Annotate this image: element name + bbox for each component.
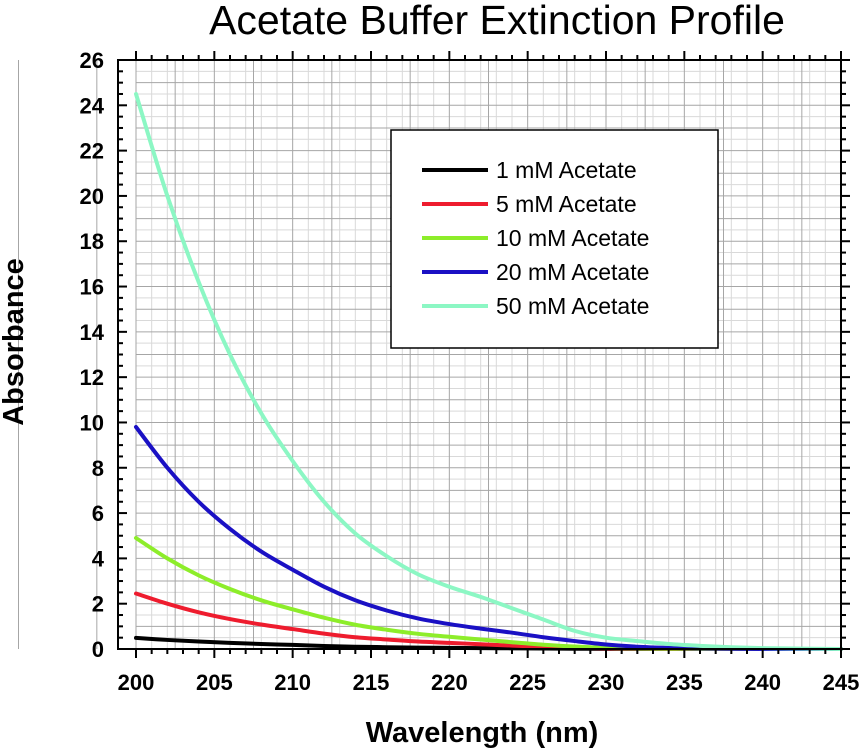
y-tick-label: 26 <box>80 48 104 73</box>
legend-label: 10 mM Acetate <box>496 225 649 251</box>
axis-ticks <box>118 51 850 658</box>
x-tick-label: 245 <box>823 670 860 695</box>
x-tick-label: 205 <box>196 670 233 695</box>
legend-label: 5 mM Acetate <box>496 191 637 217</box>
legend-label: 1 mM Acetate <box>496 157 637 183</box>
x-axis-label: Wavelength (nm) <box>366 717 599 749</box>
legend-items: 1 mM Acetate 5 mM Acetate 10 mM Acetate 20 … <box>422 157 649 319</box>
series-line-5 <box>134 91 843 651</box>
legend: 1 mM Acetate 5 mM Acetate 10 mM Acetate 20 … <box>390 129 719 349</box>
chart-title: Acetate Buffer Extinction Profile <box>209 0 785 43</box>
x-tick-label: 225 <box>509 670 546 695</box>
y-tick-label: 2 <box>92 592 104 617</box>
y-tick-label: 14 <box>80 320 105 345</box>
y-tick-label: 6 <box>92 501 104 526</box>
x-tick-label: 215 <box>353 670 390 695</box>
y-tick-label: 12 <box>80 365 104 390</box>
y-tick-label: 0 <box>92 637 104 662</box>
x-tick-label: 235 <box>666 670 703 695</box>
y-axis-label: Absorbance <box>0 258 30 426</box>
x-tick-label: 230 <box>588 670 625 695</box>
y-tick-label: 22 <box>80 139 104 164</box>
y-tick-label: 20 <box>80 184 104 209</box>
x-tick-label: 200 <box>118 670 155 695</box>
y-tick-label: 18 <box>80 229 104 254</box>
legend-label: 20 mM Acetate <box>496 259 649 285</box>
x-tick-label: 240 <box>744 670 781 695</box>
x-tick-label: 220 <box>431 670 468 695</box>
y-tick-label: 16 <box>80 275 104 300</box>
y-tick-label: 24 <box>80 93 105 118</box>
tick-labels: 200 205 210 215 220 225 230 235 240 2450246810121… <box>80 48 860 695</box>
y-tick-label: 8 <box>92 456 104 481</box>
x-tick-label: 210 <box>274 670 311 695</box>
legend-label: 50 mM Acetate <box>496 293 649 319</box>
y-tick-label: 10 <box>80 410 104 435</box>
legend-box <box>390 129 719 349</box>
y-tick-label: 4 <box>92 546 105 571</box>
